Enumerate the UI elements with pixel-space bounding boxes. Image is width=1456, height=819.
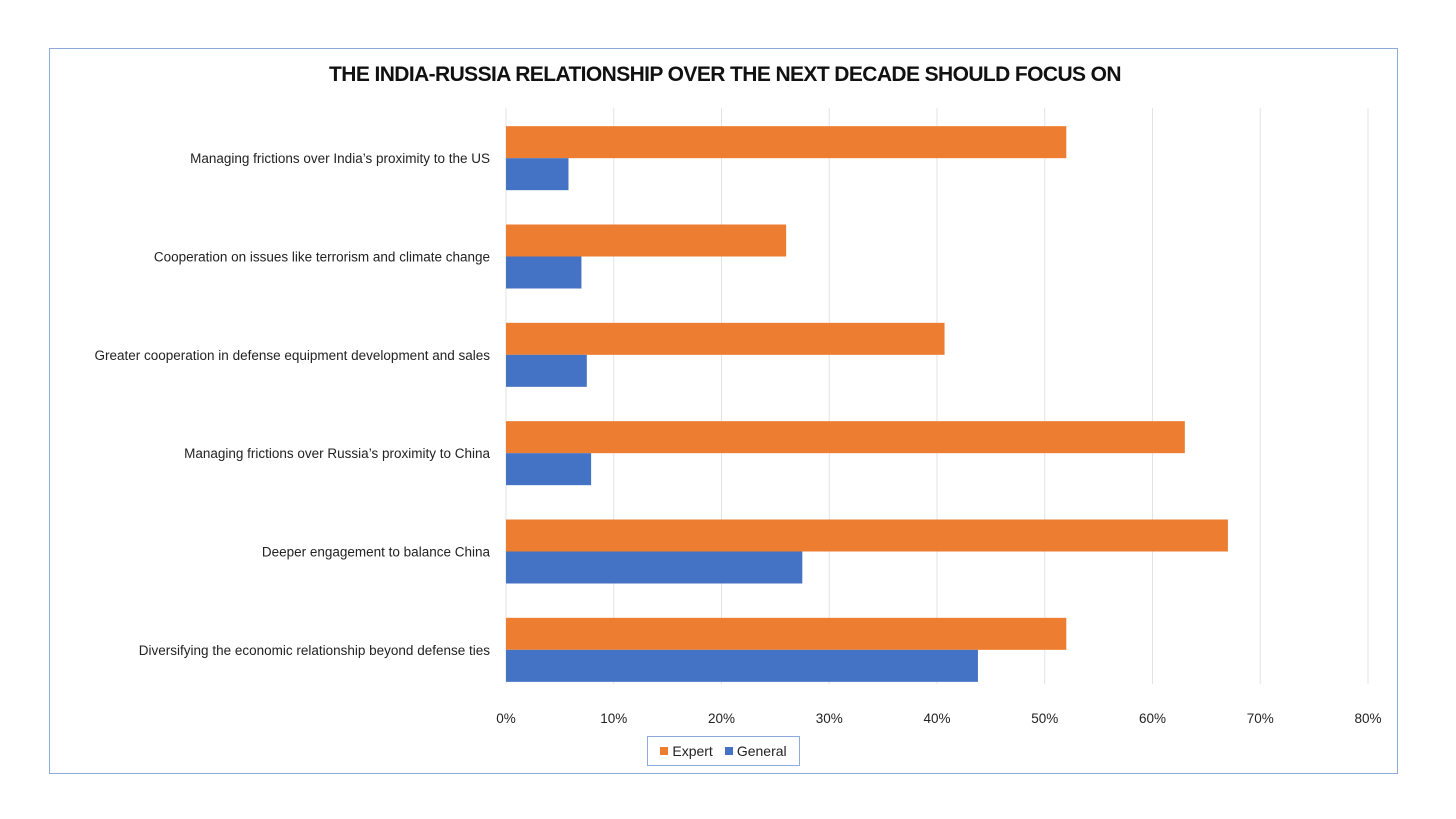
x-tick-label: 50%	[1031, 711, 1058, 726]
x-tick-label: 0%	[496, 711, 516, 726]
category-label: Cooperation on issues like terrorism and…	[154, 250, 490, 265]
x-tick-label: 70%	[1247, 711, 1274, 726]
bar-expert-4	[506, 421, 1185, 454]
x-tick-label: 60%	[1139, 711, 1166, 726]
legend: Expert General	[647, 736, 800, 766]
bar-general-2	[506, 256, 582, 289]
x-tick-label: 40%	[923, 711, 950, 726]
bar-expert-2	[506, 224, 787, 257]
legend-item-expert: Expert	[660, 743, 713, 759]
category-label: Diversifying the economic relationship b…	[139, 643, 490, 658]
x-tick-label: 80%	[1354, 711, 1381, 726]
x-tick-label: 10%	[600, 711, 627, 726]
legend-label-expert: Expert	[672, 743, 713, 759]
category-label: Managing frictions over Russia’s proximi…	[184, 446, 490, 461]
bar-general-6	[506, 649, 978, 682]
bar-expert-1	[506, 126, 1067, 159]
bar-expert-3	[506, 322, 945, 355]
category-label: Managing frictions over India’s proximit…	[190, 151, 490, 166]
chart-title: THE INDIA-RUSSIA RELATIONSHIP OVER THE N…	[329, 63, 1122, 86]
bar-expert-5	[506, 519, 1228, 552]
bar-general-1	[506, 158, 569, 191]
bar-general-5	[506, 551, 803, 584]
bar-general-3	[506, 354, 587, 387]
bar-general-4	[506, 453, 592, 486]
legend-swatch-general	[724, 747, 733, 755]
legend-swatch-expert	[660, 747, 669, 755]
x-tick-label: 30%	[816, 711, 843, 726]
legend-label-general: General	[736, 743, 787, 759]
legend-item-general: General	[724, 743, 787, 759]
category-label: Greater cooperation in defense equipment…	[94, 348, 490, 363]
bar-expert-6	[506, 617, 1067, 650]
x-tick-label: 20%	[708, 711, 735, 726]
category-label: Deeper engagement to balance China	[262, 545, 491, 560]
